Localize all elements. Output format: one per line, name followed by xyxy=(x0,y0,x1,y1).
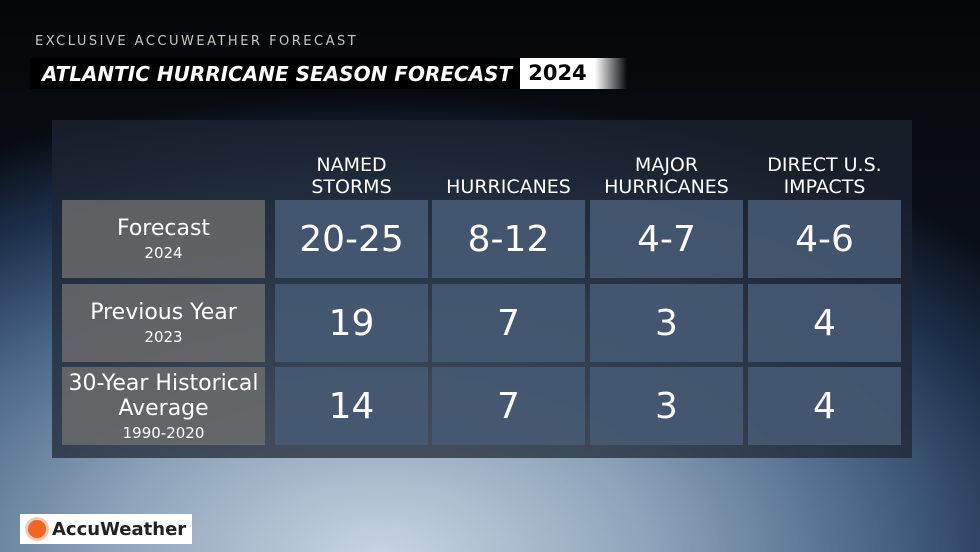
row-label-sub: 2024 xyxy=(144,244,183,262)
value-cell: 4-7 xyxy=(590,200,743,278)
row-label: Previous Year 2023 xyxy=(62,284,265,362)
title-bar: ATLANTIC HURRICANE SEASON FORECAST 2024 xyxy=(30,58,630,89)
kicker: EXCLUSIVE ACCUWEATHER FORECAST xyxy=(35,34,359,49)
value-cell: 4 xyxy=(748,284,901,362)
value-cell: 4 xyxy=(748,367,901,445)
value-cell: 7 xyxy=(432,367,585,445)
value-cell: 3 xyxy=(590,367,743,445)
column-header: DIRECT U.S. IMPACTS xyxy=(748,146,901,198)
column-header: HURRICANES xyxy=(432,146,585,198)
year: 2024 xyxy=(520,58,627,89)
column-header-text: DIRECT U.S. IMPACTS xyxy=(767,154,882,198)
row-label-sub: 1990-2020 xyxy=(122,423,205,442)
value-cell: 4-6 xyxy=(748,200,901,278)
logo-icon xyxy=(28,520,46,538)
row-label-main: Forecast xyxy=(116,216,211,241)
column-header-text: NAMED STORMS xyxy=(311,154,392,198)
value-cell: 19 xyxy=(275,284,428,362)
column-header-text: MAJOR HURRICANES xyxy=(604,154,729,198)
logo-text: AccuWeather xyxy=(52,518,187,540)
value-cell: 8-12 xyxy=(432,200,585,278)
table: NAMED STORMS HURRICANES MAJOR HURRICANES DI… xyxy=(52,120,912,458)
column-header-text: HURRICANES xyxy=(446,176,571,198)
value-cell: 7 xyxy=(432,284,585,362)
title: ATLANTIC HURRICANE SEASON FORECAST xyxy=(42,61,513,86)
logo: AccuWeather xyxy=(20,514,192,544)
row-label: Forecast 2024 xyxy=(62,200,265,278)
value-cell: 3 xyxy=(590,284,743,362)
row-label-main: Previous Year xyxy=(90,300,237,325)
value-cell: 14 xyxy=(275,367,428,445)
column-header: MAJOR HURRICANES xyxy=(590,146,743,198)
row-label: 30-Year Historical Average 1990-2020 xyxy=(62,367,265,445)
column-header: NAMED STORMS xyxy=(275,146,428,198)
row-label-sub: 2023 xyxy=(144,328,183,346)
value-cell: 20-25 xyxy=(275,200,428,278)
row-label-main: 30-Year Historical Average xyxy=(68,370,259,421)
